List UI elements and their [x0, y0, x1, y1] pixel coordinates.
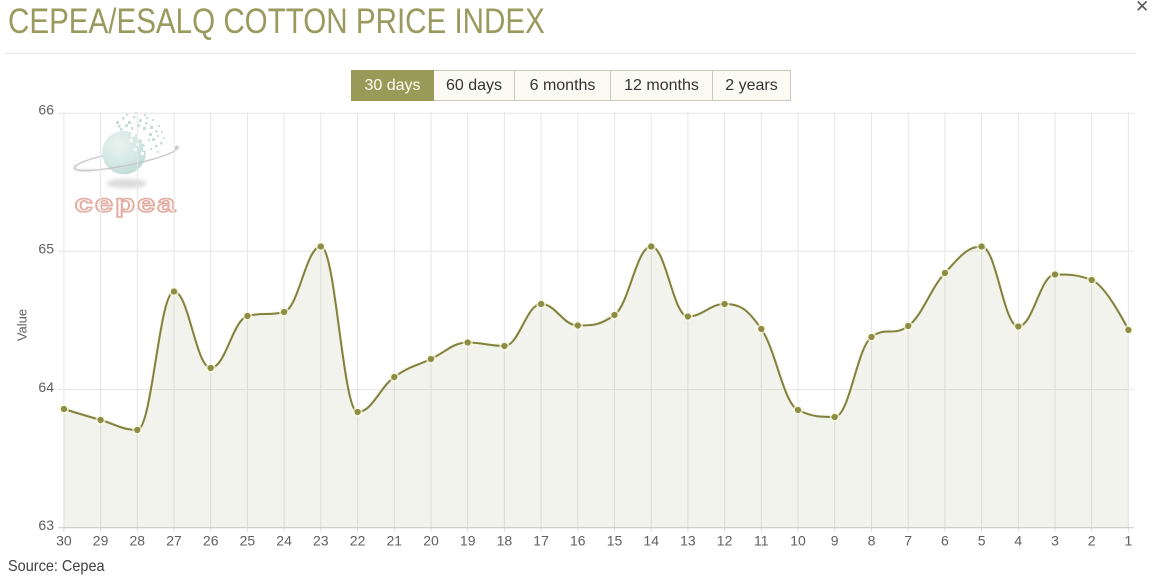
svg-text:18: 18 — [497, 533, 513, 549]
svg-text:7: 7 — [904, 533, 912, 549]
svg-text:12: 12 — [717, 533, 733, 549]
svg-text:26: 26 — [203, 533, 219, 549]
svg-text:17: 17 — [533, 533, 549, 549]
svg-text:66: 66 — [38, 101, 54, 117]
svg-text:9: 9 — [831, 533, 839, 549]
svg-text:27: 27 — [166, 533, 182, 549]
svg-text:cepea: cepea — [75, 191, 178, 218]
svg-text:29: 29 — [93, 533, 109, 549]
svg-text:10: 10 — [790, 533, 806, 549]
svg-text:2: 2 — [1088, 533, 1096, 549]
svg-text:63: 63 — [38, 517, 54, 533]
svg-text:30: 30 — [56, 533, 72, 549]
svg-text:14: 14 — [643, 533, 659, 549]
svg-text:25: 25 — [240, 533, 256, 549]
svg-text:19: 19 — [460, 533, 476, 549]
svg-text:3: 3 — [1051, 533, 1059, 549]
svg-text:24: 24 — [276, 533, 292, 549]
svg-text:64: 64 — [38, 379, 54, 395]
svg-text:20: 20 — [423, 533, 439, 549]
svg-text:11: 11 — [754, 533, 769, 549]
svg-text:6: 6 — [941, 533, 949, 549]
svg-text:5: 5 — [978, 533, 986, 549]
svg-text:1: 1 — [1125, 533, 1133, 549]
svg-text:4: 4 — [1014, 533, 1022, 549]
svg-text:Value: Value — [14, 309, 29, 341]
svg-text:21: 21 — [387, 533, 403, 549]
svg-text:22: 22 — [350, 533, 366, 549]
svg-text:13: 13 — [680, 533, 696, 549]
svg-text:65: 65 — [38, 241, 54, 257]
svg-text:16: 16 — [570, 533, 586, 549]
svg-text:28: 28 — [130, 533, 146, 549]
svg-text:23: 23 — [313, 533, 329, 549]
svg-text:15: 15 — [607, 533, 623, 549]
svg-text:8: 8 — [868, 533, 876, 549]
